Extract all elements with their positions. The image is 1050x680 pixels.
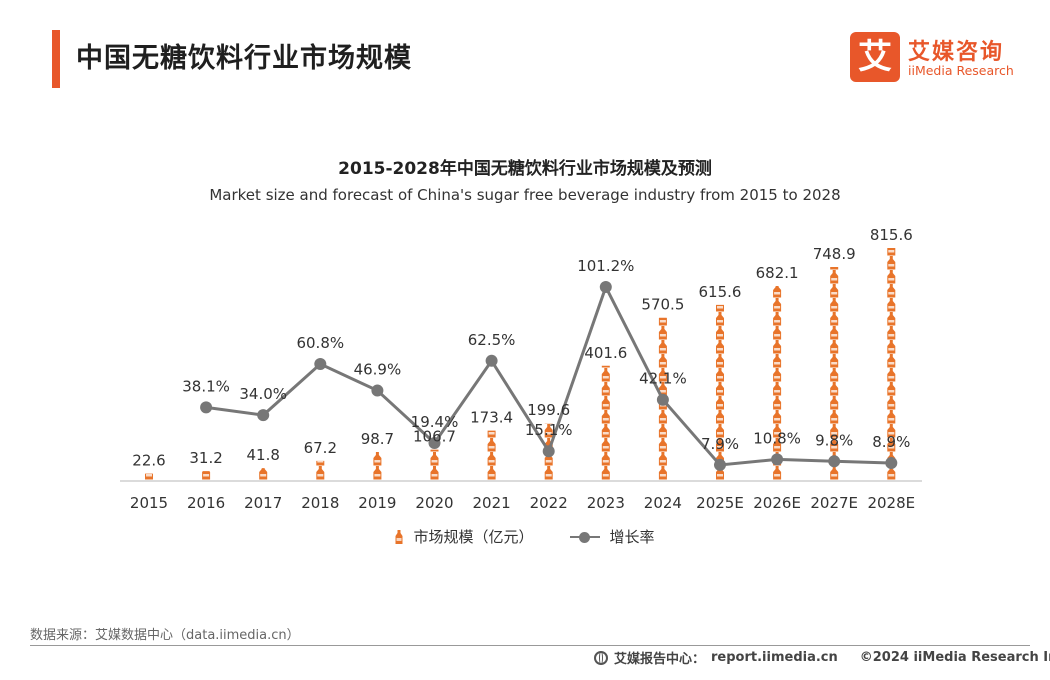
bar-2022 bbox=[544, 423, 553, 480]
bar-2026E bbox=[773, 285, 782, 480]
bar-label-2015: 22.6 bbox=[132, 452, 165, 470]
bar-label-2018: 67.2 bbox=[304, 439, 337, 457]
x-tick-2025E: 2025E bbox=[696, 494, 744, 512]
bar-2017 bbox=[259, 468, 268, 480]
report-center-link[interactable]: report.iimedia.cn bbox=[711, 650, 838, 665]
growth-label-2025E: 7.9% bbox=[701, 435, 739, 453]
growth-label-2017: 34.0% bbox=[239, 385, 287, 403]
growth-label-2026E: 10.8% bbox=[753, 429, 801, 447]
bar-label-2017: 41.8 bbox=[246, 446, 279, 464]
growth-point-2022 bbox=[542, 445, 555, 458]
footer-divider bbox=[30, 645, 1030, 646]
logo-chinese-name: 艾媒咨询 bbox=[908, 40, 1005, 65]
bar-label-2025E: 615.6 bbox=[699, 283, 742, 301]
growth-point-2016 bbox=[200, 401, 213, 414]
x-tick-2015: 2015 bbox=[130, 494, 168, 512]
bar-2024 bbox=[658, 317, 667, 480]
x-tick-2021: 2021 bbox=[473, 494, 511, 512]
chart-subtitle: Market size and forecast of China's suga… bbox=[209, 186, 841, 204]
logo-english-name: iiMedia Research bbox=[908, 63, 1014, 78]
bar-2027E bbox=[830, 266, 839, 480]
bottle-icon bbox=[395, 529, 403, 544]
growth-point-2025E bbox=[714, 458, 726, 471]
bar-label-2027E: 748.9 bbox=[813, 245, 856, 263]
growth-label-2028E: 8.9% bbox=[872, 433, 910, 451]
growth-point-2024 bbox=[656, 393, 669, 406]
logo-mark-icon: 艾 bbox=[850, 32, 900, 82]
legend-label-growth-rate: 增长率 bbox=[609, 528, 655, 546]
growth-label-2022: 15.1% bbox=[525, 421, 573, 439]
growth-point-2019 bbox=[371, 384, 384, 397]
title-accent-bar bbox=[52, 30, 60, 88]
x-tick-2023: 2023 bbox=[587, 494, 625, 512]
growth-point-2028E bbox=[885, 457, 898, 470]
bar-label-2022: 199.6 bbox=[527, 401, 570, 419]
bar-label-2019: 98.7 bbox=[361, 430, 394, 448]
growth-label-2027E: 9.8% bbox=[815, 431, 853, 449]
chart-legend: 市场规模（亿元） 增长率 bbox=[0, 526, 1050, 547]
x-tick-2019: 2019 bbox=[358, 494, 396, 512]
growth-label-2016: 38.1% bbox=[182, 377, 230, 395]
bar-2020 bbox=[430, 449, 439, 480]
bar-label-2020: 106.7 bbox=[413, 428, 456, 446]
line-marker-icon bbox=[569, 530, 600, 544]
x-tick-2018: 2018 bbox=[301, 494, 339, 512]
growth-point-2023 bbox=[599, 281, 612, 293]
bar-2028E bbox=[887, 248, 896, 480]
iimedia-logo: 艾 艾媒咨询 iiMedia Research bbox=[850, 32, 1020, 84]
x-tick-2024: 2024 bbox=[644, 494, 682, 512]
bar-2021 bbox=[487, 430, 496, 480]
x-tick-2022: 2022 bbox=[530, 494, 568, 512]
report-center-label: 艾媒报告中心： bbox=[614, 652, 706, 667]
bar-2016 bbox=[202, 471, 211, 480]
x-tick-2027E: 2027E bbox=[810, 494, 858, 512]
growth-label-2024: 42.1% bbox=[639, 370, 687, 388]
legend-label-market-size: 市场规模（亿元） bbox=[413, 528, 534, 546]
bar-label-2024: 570.5 bbox=[641, 296, 684, 314]
growth-point-2017 bbox=[257, 409, 270, 422]
growth-label-2023: 101.2% bbox=[577, 257, 634, 275]
growth-point-2021 bbox=[485, 354, 498, 367]
data-source: 数据来源：艾媒数据中心（data.iimedia.cn） bbox=[30, 628, 300, 643]
growth-label-2020: 19.4% bbox=[411, 413, 459, 431]
globe-icon bbox=[594, 650, 608, 665]
bar-label-2028E: 815.6 bbox=[870, 226, 913, 244]
bar-label-2023: 401.6 bbox=[584, 344, 627, 362]
page-title: 中国无糖饮料行业市场规模 bbox=[76, 43, 412, 74]
x-tick-2017: 2017 bbox=[244, 494, 282, 512]
growth-point-2020 bbox=[428, 437, 441, 450]
footer: 艾媒报告中心： report.iimedia.cn ©2024 iiMedia … bbox=[594, 648, 1050, 667]
bar-2018 bbox=[316, 460, 325, 480]
x-tick-2026E: 2026E bbox=[753, 494, 801, 512]
growth-label-2021: 62.5% bbox=[468, 331, 516, 349]
bar-2023 bbox=[601, 365, 610, 480]
x-tick-2016: 2016 bbox=[187, 494, 225, 512]
bar-label-2026E: 682.1 bbox=[756, 264, 799, 282]
bar-2019 bbox=[373, 452, 382, 480]
growth-label-2018: 60.8% bbox=[296, 334, 344, 352]
bar-2015 bbox=[145, 473, 153, 480]
legend-item-growth-rate[interactable]: 增长率 bbox=[569, 526, 655, 547]
growth-point-2018 bbox=[314, 358, 327, 371]
bar-label-2016: 31.2 bbox=[189, 449, 222, 467]
bar-label-2021: 173.4 bbox=[470, 409, 513, 427]
growth-point-2026E bbox=[771, 453, 784, 466]
legend-item-market-size[interactable]: 市场规模（亿元） bbox=[395, 526, 534, 547]
growth-point-2027E bbox=[828, 455, 841, 468]
growth-label-2019: 46.9% bbox=[354, 361, 402, 379]
x-tick-2028E: 2028E bbox=[867, 494, 915, 512]
chart-title: 2015-2028年中国无糖饮料行业市场规模及预测 bbox=[338, 159, 712, 179]
copyright: ©2024 iiMedia Research Inc bbox=[859, 650, 1050, 665]
x-tick-2020: 2020 bbox=[415, 494, 453, 512]
